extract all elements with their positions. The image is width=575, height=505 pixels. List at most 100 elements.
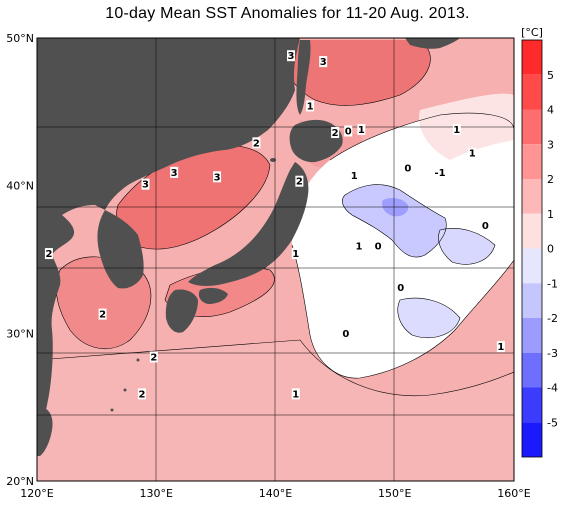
colorbar-segment (522, 74, 542, 110)
land-hokkaido (289, 119, 343, 163)
contour-label-bg (295, 175, 304, 187)
land-asia (37, 38, 300, 215)
contour-label-bg (331, 126, 340, 138)
colorbar-frame (521, 39, 543, 458)
colorbar: [°C] 5 4 3 2 1 0 -1 -2 -3 -4 -5 (521, 26, 558, 458)
lon-tick-label: 120°E (20, 487, 53, 500)
grid-lines (37, 38, 514, 481)
land-china-coast (37, 215, 75, 460)
cool-anomaly-kuroshio-extension (342, 184, 447, 258)
contour-label: 3 (288, 51, 295, 62)
lon-tick-label: 160°E (497, 487, 530, 500)
contour-label: 1 (292, 249, 299, 260)
colorbar-segment (522, 179, 542, 214)
contour-label: -1 (435, 168, 446, 179)
colorbar-level-label: 2 (547, 173, 554, 186)
land-sakhalin (296, 40, 311, 115)
colorbar-level-label: -4 (547, 382, 558, 395)
contour-label: 2 (138, 389, 145, 400)
contour-label: 0 (375, 242, 382, 253)
contour-label: 1 (292, 389, 299, 400)
contour-label-bg (350, 169, 359, 181)
land-taiwan (37, 408, 53, 456)
lat-tick-label: 50°N (6, 32, 34, 45)
colorbar-segment (522, 213, 542, 249)
contour-label: 0 (482, 221, 489, 232)
contour-label-bg (291, 248, 300, 260)
contour-label-bg (357, 124, 366, 136)
contour-label: 1 (497, 342, 504, 353)
contour-label: 3 (171, 168, 178, 179)
lat-tick-label: 30°N (6, 327, 34, 340)
contour-label: 1 (355, 242, 362, 253)
contour-label: 1 (358, 125, 365, 136)
land-korea (97, 210, 144, 289)
contour-label: 3 (214, 172, 221, 183)
contour-label-bg (434, 166, 447, 178)
island-ryukyu-1 (136, 358, 140, 362)
land-kyushu (165, 289, 198, 333)
contour-label-bg (319, 56, 328, 68)
colorbar-segment (522, 352, 542, 388)
contour-label-bg (344, 125, 353, 137)
island-ryukyu-2 (123, 388, 127, 392)
contour-label-bg (141, 178, 150, 190)
contour-label: 3 (142, 180, 149, 191)
colorbar-unit: [°C] (521, 26, 543, 39)
contour-label: 3 (320, 57, 327, 68)
land-honshu (188, 162, 309, 286)
colorbar-level-label: -3 (547, 347, 558, 360)
contour-label-bg (213, 171, 222, 183)
land-kamchatka-coast (405, 38, 460, 49)
contour-label-bg (452, 124, 461, 136)
contour-label: 2 (150, 352, 157, 363)
cool-anomaly-south (397, 298, 460, 338)
colorbar-level-label: 5 (547, 69, 554, 82)
contour-label-bg (354, 240, 363, 252)
island-sado (270, 158, 276, 162)
colorbar-segment (522, 248, 542, 284)
colorbar-segment (522, 422, 542, 457)
contour-label-bg (98, 308, 107, 320)
colorbar-level-label: 4 (547, 104, 554, 117)
contour-label-bg (291, 388, 300, 400)
map-frame (36, 37, 515, 482)
island-ryukyu-3 (110, 408, 114, 412)
contour-label-bg (396, 282, 405, 294)
contour-label-bg (403, 162, 412, 174)
contour-label: 1 (453, 125, 460, 136)
contour-label: 1 (351, 171, 358, 182)
contour-label-bg (481, 220, 490, 232)
cool-anomaly-east (438, 228, 495, 265)
contour-label: 2 (45, 249, 52, 260)
colorbar-segment (522, 109, 542, 145)
lon-tick-label: 150°E (378, 487, 411, 500)
lat-tick-label: 20°N (6, 475, 34, 488)
colorbar-level-label: -5 (547, 416, 558, 429)
colorbar-level-label: -1 (547, 277, 558, 290)
contour-label-bg (287, 50, 296, 62)
lon-tick-label: 140°E (259, 487, 292, 500)
map-title: 10-day Mean SST Anomalies for 11-20 Aug.… (105, 5, 470, 22)
colorbar-segment (522, 318, 542, 353)
colorbar-level-label: 1 (547, 208, 554, 221)
contour-label: 2 (99, 310, 106, 321)
colorbar-segment (522, 144, 542, 179)
colorbar-level-label: 0 (547, 243, 554, 256)
contour-label-bg (170, 166, 179, 178)
colorbar-level-label: 3 (547, 138, 554, 151)
colorbar-segment (522, 387, 542, 423)
colorbar-segment (522, 283, 542, 318)
land-shikoku (198, 287, 228, 304)
contour-label: 2 (332, 128, 339, 139)
contour-label-bg (44, 248, 53, 260)
contour-label-bg (252, 137, 261, 149)
contour-label: 1 (469, 149, 476, 160)
contour-label: 2 (296, 177, 303, 188)
contour-label-bg (306, 100, 315, 112)
contour-label-bg (341, 327, 350, 339)
contour-label: 0 (345, 127, 352, 138)
lat-tick-label: 40°N (6, 180, 34, 193)
colorbar-segment (522, 40, 542, 75)
